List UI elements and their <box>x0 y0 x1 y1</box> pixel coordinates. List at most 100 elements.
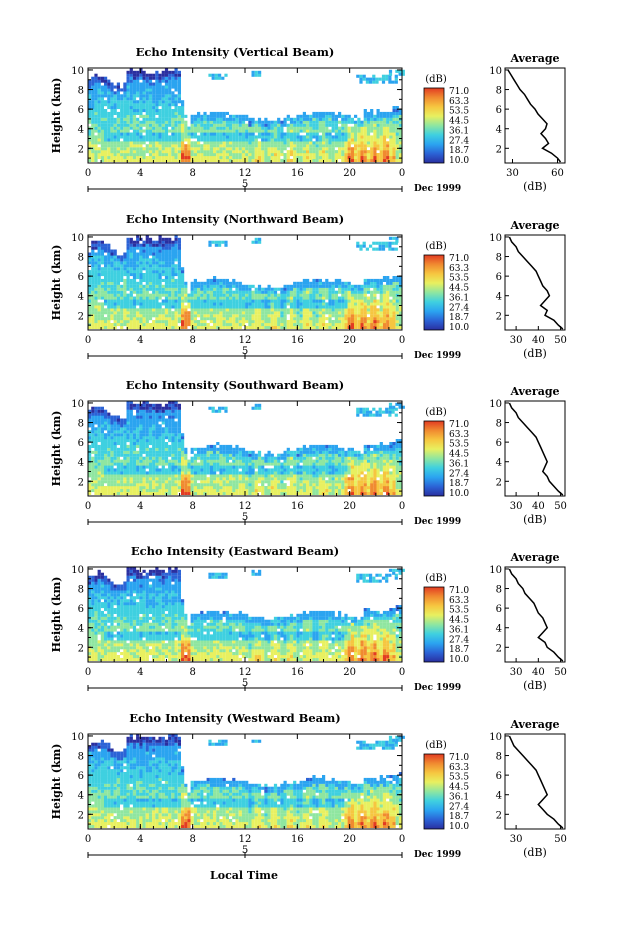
heatmap-cell <box>293 159 296 162</box>
heatmap-cell <box>130 407 133 410</box>
x-tick-label: 20 <box>343 168 356 179</box>
heatmap-cell <box>226 317 229 320</box>
heatmap-cell <box>213 320 216 323</box>
heatmap-cell <box>104 124 107 127</box>
heatmap-cell <box>98 448 101 451</box>
heatmap-cell <box>146 430 149 433</box>
heatmap-cell <box>319 308 322 311</box>
heatmap-cell <box>335 150 338 153</box>
heatmap-cell <box>232 291 235 294</box>
heatmap-cell <box>338 326 341 329</box>
heatmap-cell <box>364 127 367 130</box>
heatmap-cell <box>322 112 325 115</box>
heatmap-cell <box>152 460 155 463</box>
heatmap-cell <box>162 311 165 314</box>
heatmap-cell <box>162 71 165 74</box>
heatmap-cell <box>146 297 149 300</box>
heatmap-cell <box>107 103 110 106</box>
heatmap-cell <box>226 135 229 138</box>
heatmap-cell <box>171 74 174 77</box>
heatmap-cell <box>91 250 94 253</box>
heatmap-cell <box>242 291 245 294</box>
heatmap-cell <box>91 138 94 141</box>
heatmap-cell <box>139 255 142 258</box>
heatmap-cell <box>120 448 123 451</box>
heatmap-cell <box>277 305 280 308</box>
heatmap-cell <box>149 430 152 433</box>
heatmap-cell <box>107 273 110 276</box>
heatmap-cell <box>277 294 280 297</box>
heatmap-cell <box>110 88 113 91</box>
heatmap-cell <box>178 264 181 267</box>
heatmap-cell <box>216 133 219 136</box>
heatmap-cell <box>159 489 162 492</box>
heatmap-cell <box>91 416 94 419</box>
heatmap-cell <box>139 439 142 442</box>
heatmap-cell <box>287 294 290 297</box>
heatmap-cell <box>104 433 107 436</box>
heatmap-cell <box>159 439 162 442</box>
heatmap-cell <box>107 115 110 118</box>
heatmap-cell <box>213 308 216 311</box>
heatmap-cell <box>98 311 101 314</box>
heatmap-cell <box>348 302 351 305</box>
heatmap-cell <box>341 294 344 297</box>
heatmap-cell <box>127 430 130 433</box>
heatmap-cell <box>191 291 194 294</box>
heatmap-cell <box>146 100 149 103</box>
heatmap-cell <box>110 483 113 486</box>
heatmap-cell <box>91 124 94 127</box>
heatmap-cell <box>133 147 136 150</box>
heatmap-cell <box>382 248 385 251</box>
heatmap-cell <box>379 78 382 81</box>
heatmap-cell <box>184 159 187 162</box>
heatmap-cell <box>101 138 104 141</box>
heatmap-cell <box>117 115 120 118</box>
heatmap-cell <box>123 153 126 156</box>
heatmap-cell <box>328 135 331 138</box>
heatmap-cell <box>146 419 149 422</box>
heatmap-cells <box>88 235 402 329</box>
heatmap-cell <box>136 112 139 115</box>
heatmap-cell <box>117 477 120 480</box>
heatmap-cell <box>300 150 303 153</box>
heatmap-cell <box>107 302 110 305</box>
heatmap-cell <box>197 147 200 150</box>
heatmap-cell <box>367 279 370 282</box>
heatmap-cell <box>178 442 181 445</box>
heatmap-cell <box>152 483 155 486</box>
heatmap-cell <box>380 133 383 136</box>
heatmap-cell <box>127 86 130 89</box>
heatmap-cell <box>168 430 171 433</box>
heatmap-cell <box>139 83 142 86</box>
heatmap-cell <box>94 407 97 410</box>
heatmap-cell <box>114 150 117 153</box>
heatmap-cell <box>229 133 232 136</box>
heatmap-cell <box>197 130 200 133</box>
heatmap-cell <box>357 300 360 303</box>
heatmap-cell <box>98 466 101 469</box>
heatmap-cell <box>216 156 219 159</box>
heatmap-cells <box>88 68 405 162</box>
heatmap-cell <box>255 314 258 317</box>
heatmap-cell <box>309 285 312 288</box>
heatmap-cell <box>354 141 357 144</box>
heatmap-cell <box>123 468 126 471</box>
heatmap-cell <box>139 91 142 94</box>
heatmap-cell <box>388 81 391 84</box>
heatmap-cell <box>123 118 126 121</box>
heatmap-cell <box>284 135 287 138</box>
heatmap-cell <box>143 141 146 144</box>
heatmap-cell <box>207 138 210 141</box>
heatmap-cell <box>175 238 178 241</box>
heatmap-cell <box>377 138 380 141</box>
heatmap-cell <box>133 159 136 162</box>
heatmap-cell <box>319 320 322 323</box>
heatmap-cell <box>335 135 338 138</box>
heatmap-cell <box>94 247 97 250</box>
heatmap-cell <box>127 419 130 422</box>
heatmap-cell <box>383 276 386 279</box>
heatmap-cell <box>235 320 238 323</box>
heatmap-cell <box>110 477 113 480</box>
heatmap-cell <box>328 130 331 133</box>
